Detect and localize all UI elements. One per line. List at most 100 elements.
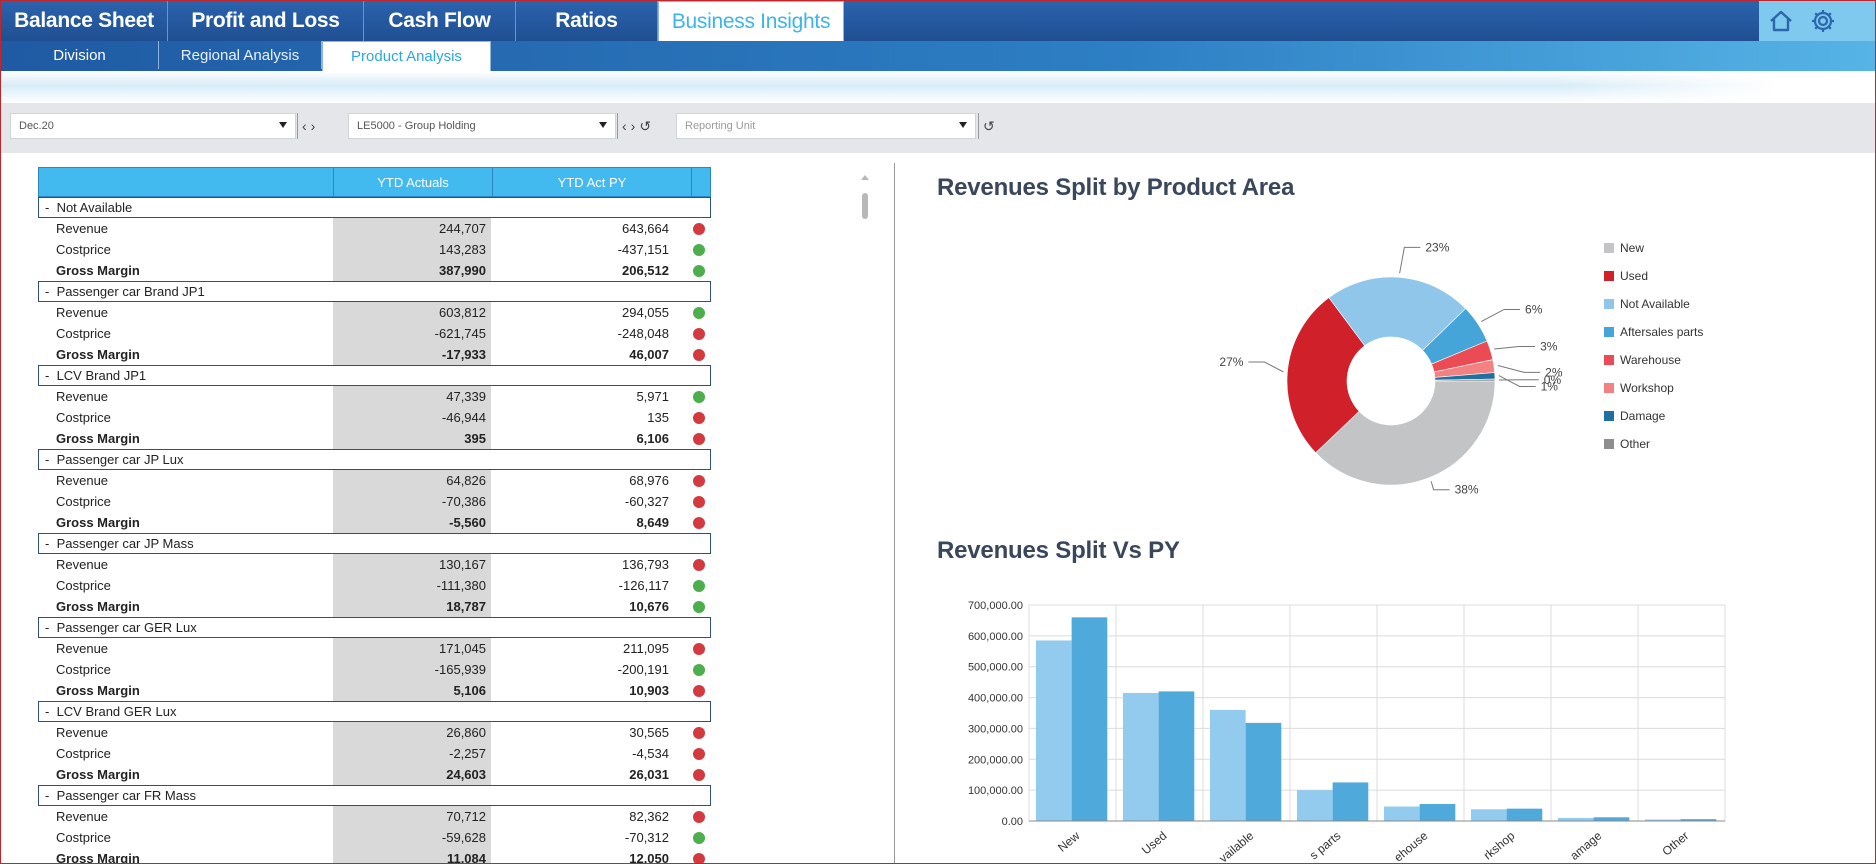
- legend-item[interactable]: Aftersales parts: [1604, 318, 1703, 346]
- legend-item[interactable]: Warehouse: [1604, 346, 1703, 374]
- ytd-actuals-value: 603,812: [439, 305, 486, 320]
- reset-icon[interactable]: ↺: [639, 117, 652, 134]
- ytd-cell-bg: [333, 239, 491, 260]
- tab-business-insights[interactable]: Business Insights: [658, 1, 844, 41]
- next-icon[interactable]: ›: [630, 118, 636, 134]
- ytd-cell-bg: [333, 302, 491, 323]
- period-select[interactable]: Dec.20: [10, 113, 296, 139]
- tab-ratios[interactable]: Ratios: [516, 1, 658, 41]
- bar-not-available-s1[interactable]: [1209, 709, 1246, 821]
- bar-new-s1[interactable]: [1035, 640, 1072, 821]
- col-ytd-act-py[interactable]: YTD Act PY: [492, 168, 691, 196]
- group-label: - LCV Brand GER Lux: [45, 704, 177, 719]
- table-row: Revenue 26,860 30,565: [38, 722, 711, 743]
- tab-balance-sheet[interactable]: Balance Sheet: [1, 1, 168, 41]
- status-indicator: [693, 580, 705, 592]
- ytd-actuals-value: -2,257: [449, 746, 486, 761]
- entity-value: LE5000 - Group Holding: [357, 120, 476, 132]
- row-label: Revenue: [56, 641, 109, 656]
- bar-new-s2[interactable]: [1071, 617, 1108, 821]
- pie-slice-new[interactable]: [1315, 380, 1496, 486]
- ytd-cell-bg: [333, 764, 491, 785]
- col-ytd-actuals[interactable]: YTD Actuals: [333, 168, 492, 196]
- pie-chart-title: Revenues Split by Product Area: [937, 174, 1295, 201]
- table-row: Revenue 130,167 136,793: [38, 554, 711, 575]
- ytd-actuals-value: -70,386: [441, 494, 486, 509]
- gear-icon[interactable]: [1809, 7, 1837, 35]
- bar-damage-s1[interactable]: [1557, 817, 1594, 821]
- pie-slice-other[interactable]: [1434, 378, 1496, 382]
- status-indicator: [693, 601, 705, 613]
- group-row[interactable]: - Passenger car FR Mass: [38, 785, 711, 806]
- bar-other-s1[interactable]: [1644, 819, 1681, 821]
- group-label: - Not Available: [45, 200, 133, 215]
- group-row[interactable]: - Passenger car GER Lux: [38, 617, 711, 638]
- ytd-act-py-value: -70,312: [624, 830, 669, 845]
- subtab-regional-analysis[interactable]: Regional Analysis: [159, 41, 322, 69]
- bar-aftersales-parts-s1[interactable]: [1296, 790, 1333, 821]
- legend-label: Workshop: [1620, 381, 1674, 395]
- table-scrollbar[interactable]: [860, 171, 870, 863]
- table-row: Costprice 143,283 -437,151: [38, 239, 711, 260]
- y-tick-label: 700,000.00: [968, 600, 1023, 612]
- bar-workshop-s1[interactable]: [1470, 809, 1507, 821]
- tab-profit-and-loss[interactable]: Profit and Loss: [168, 1, 364, 41]
- tab-cash-flow[interactable]: Cash Flow: [364, 1, 516, 41]
- ytd-cell-bg: [333, 323, 491, 344]
- group-row[interactable]: - Not Available: [38, 197, 711, 218]
- status-indicator: [693, 643, 705, 655]
- status-indicator: [693, 496, 705, 508]
- prev-icon[interactable]: ‹: [302, 118, 307, 134]
- ytd-cell-bg: [333, 512, 491, 533]
- home-icon[interactable]: [1767, 7, 1795, 35]
- group-row[interactable]: - Passenger car Brand JP1: [38, 281, 711, 302]
- legend-item[interactable]: Damage: [1604, 402, 1703, 430]
- table-row: Revenue 70,712 82,362: [38, 806, 711, 827]
- group-row[interactable]: - LCV Brand GER Lux: [38, 701, 711, 722]
- scroll-thumb[interactable]: [862, 193, 868, 219]
- prev-icon[interactable]: ‹: [622, 118, 627, 134]
- status-indicator: [693, 391, 705, 403]
- legend-swatch: [1604, 299, 1614, 309]
- bar-aftersales-parts-s2[interactable]: [1332, 782, 1369, 821]
- legend-item[interactable]: Used: [1604, 262, 1703, 290]
- pie-slice-not-available[interactable]: [1328, 276, 1467, 351]
- legend-item[interactable]: Other: [1604, 430, 1703, 458]
- pie-legend: New Used Not Available Aftersales parts Ware…: [1604, 234, 1703, 458]
- bar-warehouse-s1[interactable]: [1383, 806, 1420, 821]
- group-row[interactable]: - Passenger car JP Mass: [38, 533, 711, 554]
- table-row: Gross Margin -5,560 8,649: [38, 512, 711, 533]
- subtab-division[interactable]: Division: [1, 41, 159, 69]
- scroll-up-icon[interactable]: [861, 175, 869, 180]
- entity-select[interactable]: LE5000 - Group Holding: [348, 113, 616, 139]
- group-row[interactable]: - LCV Brand JP1: [38, 365, 711, 386]
- bar-workshop-s2[interactable]: [1506, 808, 1543, 821]
- ytd-act-py-value: 135: [647, 410, 669, 425]
- legend-item[interactable]: Workshop: [1604, 374, 1703, 402]
- reporting-unit-select[interactable]: Reporting Unit: [676, 113, 976, 139]
- x-tick-label: s parts: [1307, 829, 1344, 863]
- bar-not-available-s2[interactable]: [1245, 722, 1282, 821]
- subtab-product-analysis[interactable]: Product Analysis: [322, 41, 491, 71]
- next-icon[interactable]: ›: [310, 118, 316, 134]
- pie-data-label: 6%: [1525, 302, 1543, 316]
- bar-other-s2[interactable]: [1680, 819, 1717, 821]
- group-row[interactable]: - Passenger car JP Lux: [38, 449, 711, 470]
- status-indicator: [693, 265, 705, 277]
- reset-icon[interactable]: ↺: [983, 117, 995, 134]
- bar-damage-s2[interactable]: [1593, 817, 1630, 821]
- status-indicator: [693, 559, 705, 571]
- pie-slice-used[interactable]: [1286, 297, 1366, 454]
- ytd-actuals-value: 11,084: [446, 851, 486, 864]
- bar-warehouse-s2[interactable]: [1419, 804, 1456, 821]
- row-label: Revenue: [56, 557, 109, 572]
- bar-used-s2[interactable]: [1158, 691, 1195, 821]
- bar-used-s1[interactable]: [1122, 692, 1159, 821]
- table-row: Revenue 64,826 68,976: [38, 470, 711, 491]
- legend-swatch: [1604, 411, 1614, 421]
- legend-item[interactable]: New: [1604, 234, 1703, 262]
- table-row: Costprice -46,944 135: [38, 407, 711, 428]
- legend-item[interactable]: Not Available: [1604, 290, 1703, 318]
- row-label: Revenue: [56, 809, 109, 824]
- x-tick-label: New: [1055, 828, 1083, 854]
